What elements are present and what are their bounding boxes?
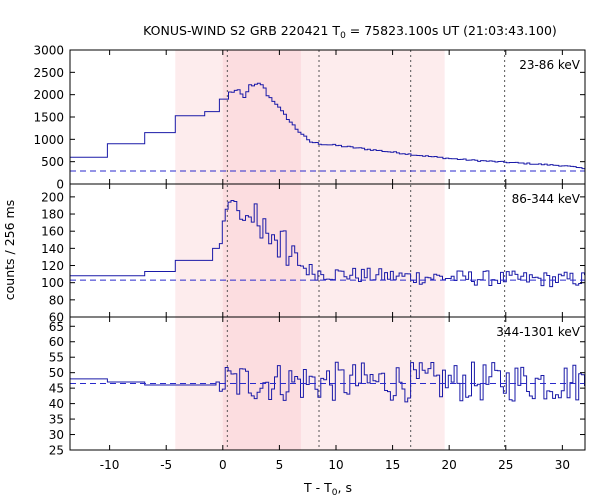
light-curves bbox=[70, 82, 586, 403]
x-axis-label: T - T0, s bbox=[303, 480, 352, 498]
y-tick-label: 50 bbox=[49, 366, 64, 380]
vertical-markers bbox=[226, 50, 506, 450]
band-label: 344-1301 keV bbox=[496, 325, 580, 339]
x-tick-label: 25 bbox=[498, 458, 513, 472]
x-tick-label: 15 bbox=[385, 458, 400, 472]
y-tick-label: 200 bbox=[41, 190, 64, 204]
y-tick-label: 60 bbox=[49, 311, 64, 325]
y-tick-label: 25 bbox=[49, 444, 64, 458]
y-tick-label: 500 bbox=[41, 155, 64, 169]
light-curve-0 bbox=[70, 82, 586, 170]
y-axis-label: counts / 256 ms bbox=[2, 200, 17, 300]
y-tick-label: 120 bbox=[41, 259, 64, 273]
x-tick-label: 5 bbox=[276, 458, 284, 472]
y-tick-label: 160 bbox=[41, 225, 64, 239]
x-tick-labels: -10 -5 0 5 10 15 20 25 30 bbox=[100, 458, 570, 472]
light-curve-1 bbox=[70, 200, 585, 288]
chart-title: KONUS-WIND S2 GRB 220421 T0 = 75823.100s… bbox=[143, 23, 557, 41]
y-tick-label: 1000 bbox=[33, 133, 64, 147]
x-tick-label: 30 bbox=[555, 458, 570, 472]
panel-frames: 0 500 1000 1500 2000 2500 3000 23-86 keV 60 80 100… bbox=[33, 44, 586, 458]
x-tick-label: -5 bbox=[160, 458, 172, 472]
y-tick-label: 100 bbox=[41, 276, 64, 290]
band-label: 23-86 keV bbox=[519, 58, 581, 72]
band-label: 86-344 keV bbox=[512, 192, 581, 206]
y-tick-label: 2500 bbox=[33, 66, 64, 80]
y-tick-label: 55 bbox=[49, 351, 64, 365]
y-tick-label: 35 bbox=[49, 413, 64, 427]
y-tick-label: 1500 bbox=[33, 111, 64, 125]
y-tick-label: 30 bbox=[49, 428, 64, 442]
y-tick-label: 0 bbox=[56, 178, 64, 192]
y-tick-label: 65 bbox=[49, 320, 64, 334]
y-tick-label: 45 bbox=[49, 382, 64, 396]
y-tick-label: 80 bbox=[49, 293, 64, 307]
y-tick-label: 180 bbox=[41, 208, 64, 222]
panel-frame-2 bbox=[69, 316, 586, 451]
x-tick-label: 20 bbox=[442, 458, 457, 472]
shaded-intervals bbox=[175, 50, 445, 450]
y-tick-label: 60 bbox=[49, 335, 64, 349]
light-curve-2 bbox=[70, 361, 585, 403]
shaded-interval bbox=[175, 50, 445, 450]
x-tick-label: -10 bbox=[100, 458, 120, 472]
y-tick-label: 40 bbox=[49, 397, 64, 411]
x-tick-label: 10 bbox=[328, 458, 343, 472]
y-tick-label: 2000 bbox=[33, 88, 64, 102]
y-tick-label: 3000 bbox=[33, 44, 64, 58]
x-tick-label: 0 bbox=[219, 458, 227, 472]
y-tick-label: 140 bbox=[41, 242, 64, 256]
